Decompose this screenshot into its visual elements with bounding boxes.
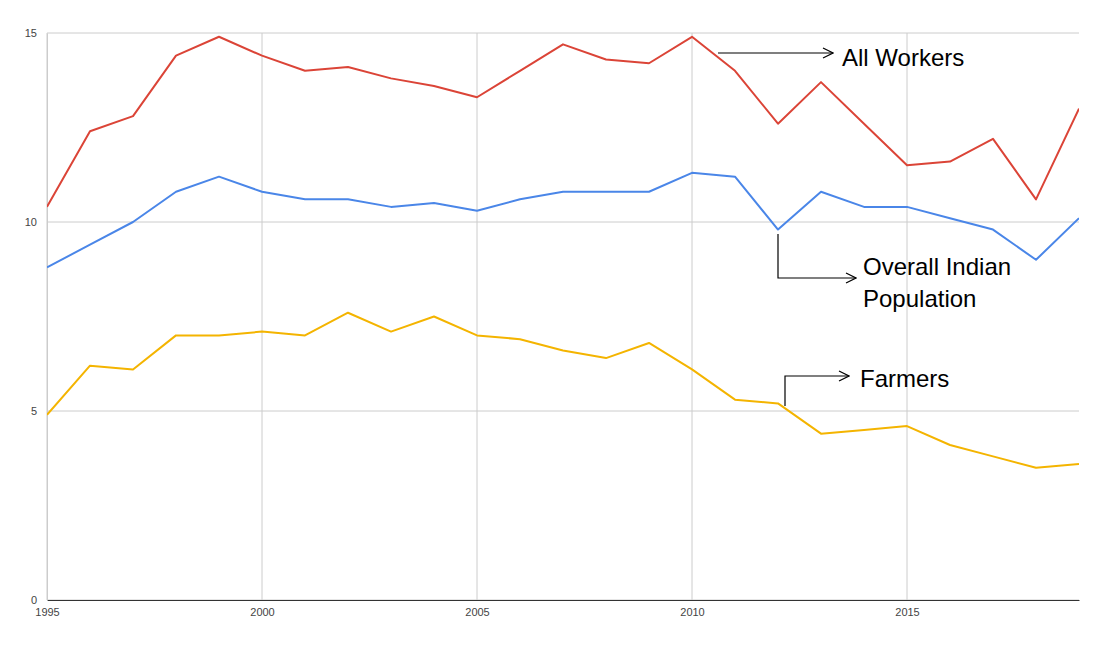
y-tick-label: 5 bbox=[31, 405, 37, 417]
chart: 1995 2000 2005 2010 2015 0 5 10 15 All Workers Ove… bbox=[0, 0, 1098, 661]
y-axis: 0 5 10 15 bbox=[25, 27, 48, 606]
grid bbox=[47, 33, 1079, 600]
plot: 1995 2000 2005 2010 2015 0 5 10 15 bbox=[25, 27, 1080, 618]
x-tick: 2005 bbox=[465, 600, 489, 618]
y-tick-label: 10 bbox=[25, 216, 37, 228]
x-tick-label: 2000 bbox=[250, 606, 274, 618]
x-tick-label: 1995 bbox=[35, 606, 59, 618]
grid-line bbox=[477, 33, 478, 600]
grid-line bbox=[47, 33, 1079, 34]
grid-line bbox=[47, 600, 1079, 601]
series-label-line: Overall Indian bbox=[863, 253, 1011, 280]
series-label: Overall Indian Population bbox=[863, 253, 1011, 312]
series-label-line: Farmers bbox=[860, 365, 949, 392]
x-tick: 2000 bbox=[250, 600, 274, 618]
x-tick-label: 2005 bbox=[465, 606, 489, 618]
x-tick: 2015 bbox=[895, 600, 919, 618]
y-tick: 15 bbox=[25, 27, 47, 39]
grid-line bbox=[47, 222, 1079, 223]
label-arrow bbox=[778, 234, 856, 278]
series-line bbox=[47, 313, 1079, 468]
series-label: Farmers bbox=[860, 365, 949, 392]
y-tick-label: 0 bbox=[31, 594, 37, 606]
x-tick-label: 2015 bbox=[895, 606, 919, 618]
grid-line bbox=[47, 33, 48, 600]
annotations: All Workers Overall Indian Population Farme… bbox=[718, 44, 1011, 406]
series-label-line: All Workers bbox=[842, 44, 964, 71]
lines bbox=[47, 37, 1079, 468]
x-axis-line bbox=[48, 600, 1080, 601]
x-tick: 2010 bbox=[680, 600, 704, 618]
series-line bbox=[47, 37, 1079, 207]
y-tick: 0 bbox=[31, 594, 47, 606]
label-arrow bbox=[718, 52, 833, 53]
y-axis-line bbox=[47, 34, 48, 601]
grid-line bbox=[907, 33, 908, 600]
series-label-line: Population bbox=[863, 285, 976, 312]
grid-line bbox=[692, 33, 693, 600]
y-tick-label: 15 bbox=[25, 27, 37, 39]
x-axis: 1995 2000 2005 2010 2015 bbox=[35, 600, 1079, 618]
grid-line bbox=[262, 33, 263, 600]
x-tick: 1995 bbox=[35, 600, 59, 618]
label-arrow bbox=[785, 376, 849, 406]
series-label: All Workers bbox=[842, 44, 964, 71]
grid-line bbox=[47, 411, 1079, 412]
x-tick-label: 2010 bbox=[680, 606, 704, 618]
y-tick: 10 bbox=[25, 216, 47, 228]
y-tick: 5 bbox=[31, 405, 47, 417]
